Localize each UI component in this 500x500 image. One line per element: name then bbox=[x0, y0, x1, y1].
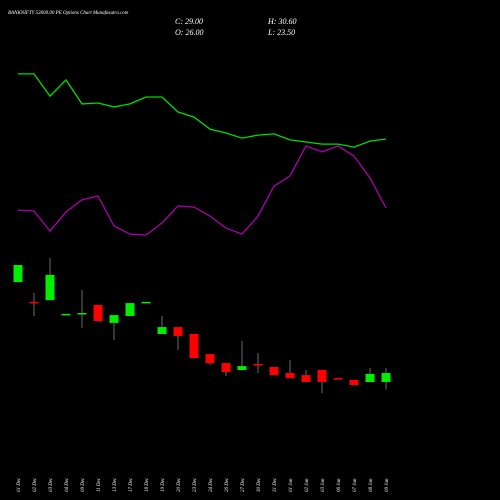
candle-body bbox=[349, 379, 359, 385]
x-tick-label: 02 Jan bbox=[305, 478, 310, 492]
candle-body bbox=[189, 334, 199, 358]
x-tick-label: 26 Dec bbox=[225, 477, 230, 492]
x-tick-label: 31 Dec bbox=[273, 477, 278, 492]
x-tick-label: 30 Dec bbox=[257, 477, 262, 492]
indicator-line bbox=[18, 73, 387, 148]
candle-body bbox=[237, 366, 247, 370]
candle-body bbox=[205, 354, 215, 364]
candle-body bbox=[253, 364, 263, 366]
candle-body bbox=[109, 315, 119, 323]
candle-body bbox=[221, 363, 231, 373]
open-label: O: 26.00 bbox=[175, 28, 203, 37]
x-tick-label: 17 Dec bbox=[129, 477, 134, 492]
candle-body bbox=[45, 274, 55, 301]
x-tick-label: 23 Dec bbox=[193, 477, 198, 492]
candle-body bbox=[77, 313, 87, 315]
x-tick-label: 07 Jan bbox=[353, 478, 358, 492]
candle-body bbox=[141, 301, 151, 304]
candle-body bbox=[93, 304, 103, 322]
candle-body bbox=[365, 373, 375, 382]
candle-body bbox=[173, 327, 183, 337]
candle-body bbox=[125, 303, 135, 316]
candle-body bbox=[61, 313, 71, 316]
candle-body bbox=[13, 265, 23, 283]
candle-body bbox=[333, 378, 343, 380]
x-tick-label: 01 Jan bbox=[289, 478, 294, 492]
candle-body bbox=[269, 367, 279, 376]
x-tick-label: 02 Dec bbox=[33, 477, 38, 492]
x-tick-label: 13 Dec bbox=[113, 477, 118, 492]
candle-body bbox=[301, 375, 311, 382]
chart-title: BANKNIFTY 53000.00 PE Options Chart Muna… bbox=[8, 11, 129, 16]
x-tick-label: 01 Dec bbox=[17, 477, 22, 492]
low-label: L: 23.50 bbox=[267, 28, 295, 37]
x-tick-label: 11 Dec bbox=[97, 477, 102, 492]
x-tick-label: 03 Jan bbox=[321, 478, 326, 492]
x-tick-label: 09 Dec bbox=[81, 477, 86, 492]
x-tick-label: 24 Dec bbox=[209, 477, 214, 492]
x-tick-label: 03 Dec bbox=[49, 477, 54, 492]
x-tick-label: 04 Dec bbox=[65, 477, 70, 492]
x-tick-label: 06 Jan bbox=[337, 478, 342, 492]
x-tick-label: 20 Dec bbox=[177, 477, 182, 492]
close-label: C: 29.00 bbox=[175, 17, 203, 26]
x-tick-label: 08 Jan bbox=[369, 478, 374, 492]
candle-body bbox=[285, 373, 295, 379]
indicator-line bbox=[17, 145, 387, 236]
x-tick-label: 09 Jan bbox=[385, 478, 390, 492]
x-tick-label: 18 Dec bbox=[145, 477, 150, 492]
candle-body bbox=[381, 373, 391, 382]
candle-body bbox=[29, 301, 39, 304]
high-label: H: 30.60 bbox=[267, 17, 296, 26]
candle-body bbox=[317, 370, 327, 382]
x-tick-label: 27 Dec bbox=[241, 477, 246, 492]
candle-body bbox=[157, 327, 167, 334]
x-tick-label: 19 Dec bbox=[161, 477, 166, 492]
